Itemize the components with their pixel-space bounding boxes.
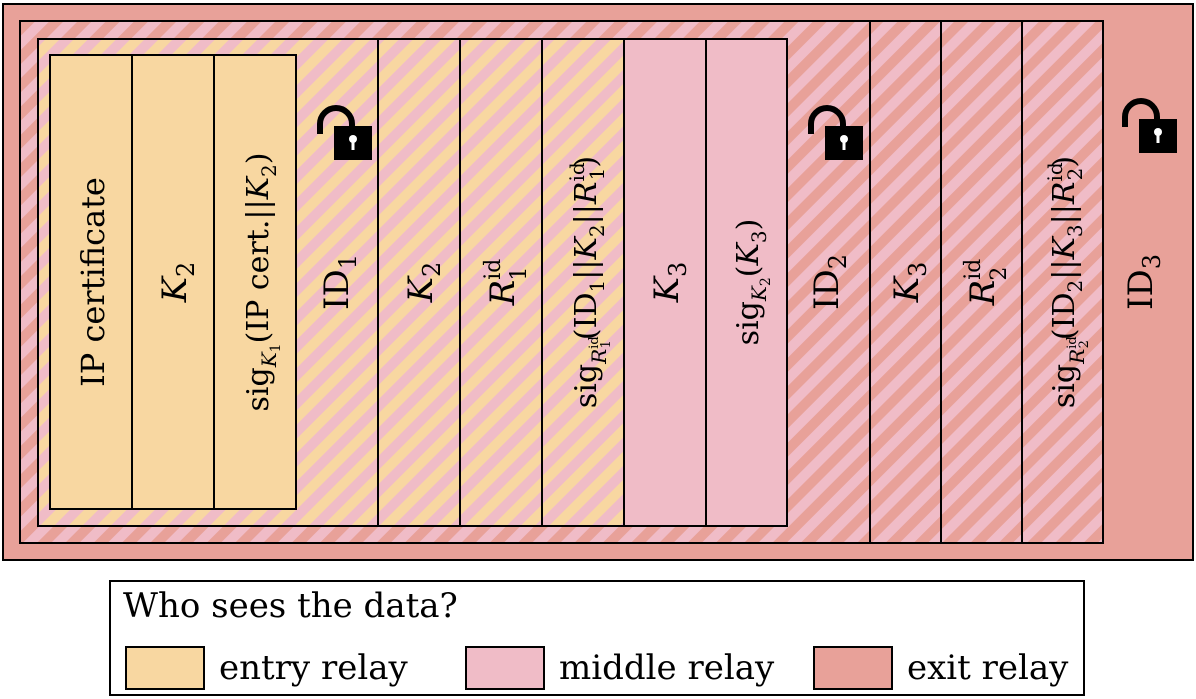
cell-ip-certificate [49,54,133,510]
lock-icon [317,105,372,160]
legend-swatch-entry [125,646,205,690]
label-r1id: Rid1 [481,259,532,307]
cell-sig-r2 [1021,20,1104,544]
label-sig-k2: sigK2(K3) [731,219,774,346]
label-sig-k1: sigK1(IP cert.||K2) [241,153,284,412]
label-k2-middle: K2 [401,262,446,304]
legend: Who sees the data? entry relay middle re… [109,580,1085,696]
cell-k2-entry [131,54,215,510]
legend-label-entry: entry relay [219,648,408,688]
onion-diagram: IP certificate K2 sigK1(IP cert.||K2) ID… [2,3,1194,561]
layer3-cells [869,20,1104,544]
legend-item-exit: exit relay [813,644,1068,692]
lock-icon [1122,98,1177,153]
layer2-cells [377,38,788,527]
label-sig-r1: sigRid1(ID1||K2||Rid1) [565,156,614,408]
legend-label-middle: middle relay [559,648,775,688]
label-id1: ID1 [317,254,362,310]
legend-item-middle: middle relay [465,644,774,692]
label-id2: ID2 [807,254,852,310]
label-k3-exit: K3 [887,262,932,304]
legend-swatch-exit [813,646,893,690]
label-sig-r2: sigRid2(ID2||K3||Rid2) [1043,156,1092,408]
legend-title: Who sees the data? [123,586,458,626]
legend-swatch-middle [465,646,545,690]
label-ip-certificate: IP certificate [74,177,112,387]
label-id3: ID3 [1121,254,1166,310]
label-r2id: Rid2 [961,259,1012,307]
cell-sig-k2 [705,38,788,527]
cell-sig-k1 [213,54,297,510]
label-k3-middle: K3 [647,262,692,304]
lock-icon [808,105,863,160]
label-k2-entry: K2 [155,262,200,304]
legend-item-entry: entry relay [125,644,408,692]
legend-label-exit: exit relay [907,648,1069,688]
layer1-cells [49,54,297,510]
